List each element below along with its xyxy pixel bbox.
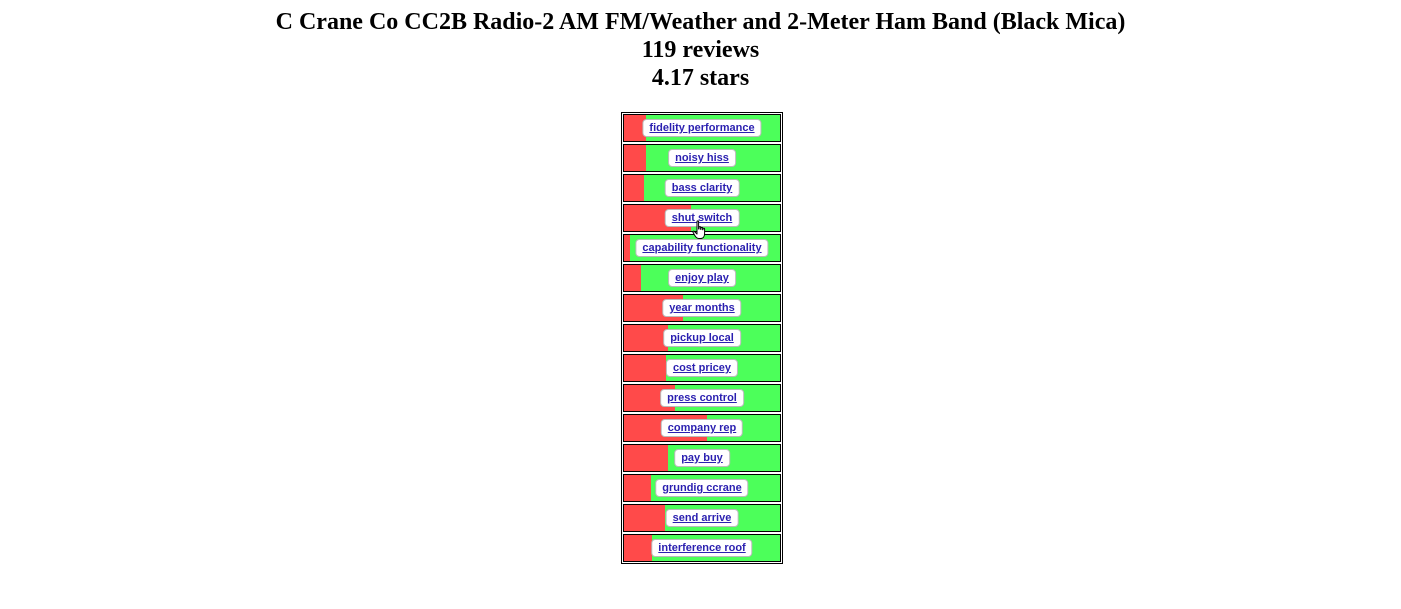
topic-link[interactable]: enjoy play [668,269,736,287]
topic-link[interactable]: fidelity performance [642,119,762,137]
star-rating: 4.17 stars [651,65,750,91]
topic-row: cost pricey [623,354,781,382]
topic-row: company rep [623,414,781,442]
topic-link[interactable]: bass clarity [664,179,740,197]
topic-link[interactable]: grundig ccrane [655,479,749,497]
topic-link[interactable]: pickup local [663,329,741,347]
topic-row: pay buy [623,444,781,472]
topic-link[interactable]: interference roof [651,539,753,557]
topic-link[interactable]: press control [660,389,744,407]
topic-link[interactable]: send arrive [665,509,739,527]
topic-link[interactable]: pay buy [674,449,730,467]
topic-link[interactable]: shut switch [664,209,740,227]
negative-sentiment-bar [624,265,642,291]
topic-row: grundig ccrane [623,474,781,502]
topic-row: year months [623,294,781,322]
negative-sentiment-bar [624,535,653,561]
topic-row: fidelity performance [623,114,781,142]
topic-link[interactable]: capability functionality [635,239,769,257]
topic-row: enjoy play [623,264,781,292]
negative-sentiment-bar [624,325,668,351]
product-title: C Crane Co CC2B Radio-2 AM FM/Weather an… [275,9,1126,35]
negative-sentiment-bar [624,505,665,531]
topic-sentiment-table: fidelity performance noisy hiss bass clari… [621,112,783,564]
topic-row: pickup local [623,324,781,352]
topic-link[interactable]: noisy hiss [668,149,736,167]
topic-link[interactable]: company rep [660,419,744,437]
topic-row: shut switch [623,204,781,232]
negative-sentiment-bar [624,355,667,381]
negative-sentiment-bar [624,445,668,471]
topic-link[interactable]: year months [662,299,742,317]
topic-row: send arrive [623,504,781,532]
negative-sentiment-bar [624,235,631,261]
page-header: C Crane Co CC2B Radio-2 AM FM/Weather an… [0,8,1401,92]
review-count: 119 reviews [641,37,760,63]
negative-sentiment-bar [624,145,646,171]
topic-row: capability functionality [623,234,781,262]
topic-row: interference roof [623,534,781,562]
topic-row: noisy hiss [623,144,781,172]
topic-link[interactable]: cost pricey [665,359,739,377]
topic-row: bass clarity [623,174,781,202]
negative-sentiment-bar [624,115,646,141]
negative-sentiment-bar [624,475,651,501]
topic-row: press control [623,384,781,412]
negative-sentiment-bar [624,175,645,201]
